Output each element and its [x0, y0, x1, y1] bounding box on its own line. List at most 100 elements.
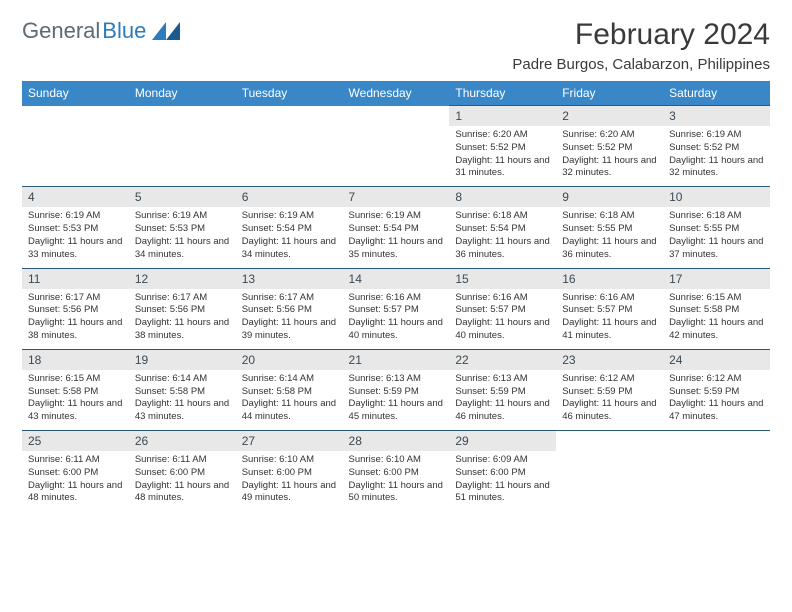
sunset-text: Sunset: 5:57 PM [455, 304, 550, 317]
calendar-day-cell: 10Sunrise: 6:18 AMSunset: 5:55 PMDayligh… [663, 187, 770, 268]
sunset-text: Sunset: 5:56 PM [242, 304, 337, 317]
calendar-day-cell: 2Sunrise: 6:20 AMSunset: 5:52 PMDaylight… [556, 106, 663, 187]
daylight-text: Daylight: 11 hours and 36 minutes. [455, 236, 550, 262]
day-details: Sunrise: 6:12 AMSunset: 5:59 PMDaylight:… [556, 370, 663, 430]
sunrise-text: Sunrise: 6:18 AM [669, 210, 764, 223]
day-details: Sunrise: 6:19 AMSunset: 5:54 PMDaylight:… [236, 207, 343, 267]
calendar-day-cell: 9Sunrise: 6:18 AMSunset: 5:55 PMDaylight… [556, 187, 663, 268]
sunset-text: Sunset: 6:00 PM [135, 467, 230, 480]
sunrise-text: Sunrise: 6:20 AM [455, 129, 550, 142]
day-details: Sunrise: 6:19 AMSunset: 5:52 PMDaylight:… [663, 126, 770, 186]
sunset-text: Sunset: 5:55 PM [562, 223, 657, 236]
calendar-day-cell: 18Sunrise: 6:15 AMSunset: 5:58 PMDayligh… [22, 349, 129, 430]
daylight-text: Daylight: 11 hours and 40 minutes. [349, 317, 444, 343]
calendar-week-row: 11Sunrise: 6:17 AMSunset: 5:56 PMDayligh… [22, 268, 770, 349]
day-details: Sunrise: 6:12 AMSunset: 5:59 PMDaylight:… [663, 370, 770, 430]
daylight-text: Daylight: 11 hours and 39 minutes. [242, 317, 337, 343]
sunset-text: Sunset: 5:56 PM [28, 304, 123, 317]
day-number: 11 [22, 269, 129, 289]
calendar-day-cell [343, 106, 450, 187]
sunset-text: Sunset: 5:57 PM [562, 304, 657, 317]
sunrise-text: Sunrise: 6:17 AM [135, 292, 230, 305]
sunrise-text: Sunrise: 6:19 AM [242, 210, 337, 223]
sunset-text: Sunset: 5:52 PM [455, 142, 550, 155]
day-number: 26 [129, 431, 236, 451]
day-details: Sunrise: 6:19 AMSunset: 5:54 PMDaylight:… [343, 207, 450, 267]
daylight-text: Daylight: 11 hours and 47 minutes. [669, 398, 764, 424]
day-details: Sunrise: 6:20 AMSunset: 5:52 PMDaylight:… [556, 126, 663, 186]
calendar-week-row: 18Sunrise: 6:15 AMSunset: 5:58 PMDayligh… [22, 349, 770, 430]
sunrise-text: Sunrise: 6:18 AM [455, 210, 550, 223]
sunset-text: Sunset: 6:00 PM [455, 467, 550, 480]
day-number: 19 [129, 350, 236, 370]
sunset-text: Sunset: 5:57 PM [349, 304, 444, 317]
calendar-day-cell: 13Sunrise: 6:17 AMSunset: 5:56 PMDayligh… [236, 268, 343, 349]
weekday-header: Friday [556, 81, 663, 106]
calendar-day-cell: 29Sunrise: 6:09 AMSunset: 6:00 PMDayligh… [449, 431, 556, 512]
sunrise-text: Sunrise: 6:19 AM [349, 210, 444, 223]
sunset-text: Sunset: 5:59 PM [562, 386, 657, 399]
day-details: Sunrise: 6:14 AMSunset: 5:58 PMDaylight:… [129, 370, 236, 430]
sunrise-text: Sunrise: 6:19 AM [669, 129, 764, 142]
day-number: 6 [236, 187, 343, 207]
calendar-day-cell: 23Sunrise: 6:12 AMSunset: 5:59 PMDayligh… [556, 349, 663, 430]
day-number: 14 [343, 269, 450, 289]
sunset-text: Sunset: 5:58 PM [28, 386, 123, 399]
sunrise-text: Sunrise: 6:16 AM [562, 292, 657, 305]
weekday-header: Saturday [663, 81, 770, 106]
calendar-day-cell: 20Sunrise: 6:14 AMSunset: 5:58 PMDayligh… [236, 349, 343, 430]
calendar-day-cell: 11Sunrise: 6:17 AMSunset: 5:56 PMDayligh… [22, 268, 129, 349]
sunset-text: Sunset: 5:53 PM [135, 223, 230, 236]
sunset-text: Sunset: 5:52 PM [562, 142, 657, 155]
calendar-day-cell [663, 431, 770, 512]
daylight-text: Daylight: 11 hours and 37 minutes. [669, 236, 764, 262]
day-number: 8 [449, 187, 556, 207]
sunrise-text: Sunrise: 6:14 AM [135, 373, 230, 386]
calendar-day-cell: 15Sunrise: 6:16 AMSunset: 5:57 PMDayligh… [449, 268, 556, 349]
day-number: 20 [236, 350, 343, 370]
sunrise-text: Sunrise: 6:10 AM [242, 454, 337, 467]
calendar-day-cell [556, 431, 663, 512]
sunset-text: Sunset: 6:00 PM [28, 467, 123, 480]
sunrise-text: Sunrise: 6:20 AM [562, 129, 657, 142]
day-details: Sunrise: 6:15 AMSunset: 5:58 PMDaylight:… [22, 370, 129, 430]
brand-part2: Blue [102, 18, 146, 44]
sunrise-text: Sunrise: 6:12 AM [669, 373, 764, 386]
day-details: Sunrise: 6:17 AMSunset: 5:56 PMDaylight:… [22, 289, 129, 349]
sunrise-text: Sunrise: 6:13 AM [455, 373, 550, 386]
day-number: 21 [343, 350, 450, 370]
daylight-text: Daylight: 11 hours and 31 minutes. [455, 155, 550, 181]
day-number: 24 [663, 350, 770, 370]
day-details: Sunrise: 6:10 AMSunset: 6:00 PMDaylight:… [236, 451, 343, 511]
calendar-day-cell: 24Sunrise: 6:12 AMSunset: 5:59 PMDayligh… [663, 349, 770, 430]
daylight-text: Daylight: 11 hours and 50 minutes. [349, 480, 444, 506]
calendar-table: Sunday Monday Tuesday Wednesday Thursday… [22, 81, 770, 511]
day-number: 17 [663, 269, 770, 289]
day-details: Sunrise: 6:20 AMSunset: 5:52 PMDaylight:… [449, 126, 556, 186]
daylight-text: Daylight: 11 hours and 43 minutes. [135, 398, 230, 424]
sunrise-text: Sunrise: 6:12 AM [562, 373, 657, 386]
sunrise-text: Sunrise: 6:11 AM [28, 454, 123, 467]
sunrise-text: Sunrise: 6:17 AM [242, 292, 337, 305]
location-subtitle: Padre Burgos, Calabarzon, Philippines [512, 56, 770, 73]
calendar-day-cell: 19Sunrise: 6:14 AMSunset: 5:58 PMDayligh… [129, 349, 236, 430]
daylight-text: Daylight: 11 hours and 32 minutes. [562, 155, 657, 181]
day-details: Sunrise: 6:16 AMSunset: 5:57 PMDaylight:… [449, 289, 556, 349]
sunrise-text: Sunrise: 6:09 AM [455, 454, 550, 467]
sunset-text: Sunset: 5:58 PM [135, 386, 230, 399]
calendar-day-cell: 14Sunrise: 6:16 AMSunset: 5:57 PMDayligh… [343, 268, 450, 349]
calendar-day-cell: 4Sunrise: 6:19 AMSunset: 5:53 PMDaylight… [22, 187, 129, 268]
sunset-text: Sunset: 5:55 PM [669, 223, 764, 236]
daylight-text: Daylight: 11 hours and 49 minutes. [242, 480, 337, 506]
daylight-text: Daylight: 11 hours and 43 minutes. [28, 398, 123, 424]
day-details: Sunrise: 6:19 AMSunset: 5:53 PMDaylight:… [22, 207, 129, 267]
calendar-day-cell: 27Sunrise: 6:10 AMSunset: 6:00 PMDayligh… [236, 431, 343, 512]
day-number: 18 [22, 350, 129, 370]
day-details: Sunrise: 6:10 AMSunset: 6:00 PMDaylight:… [343, 451, 450, 511]
calendar-day-cell: 22Sunrise: 6:13 AMSunset: 5:59 PMDayligh… [449, 349, 556, 430]
day-details: Sunrise: 6:19 AMSunset: 5:53 PMDaylight:… [129, 207, 236, 267]
sunset-text: Sunset: 5:53 PM [28, 223, 123, 236]
calendar-day-cell: 5Sunrise: 6:19 AMSunset: 5:53 PMDaylight… [129, 187, 236, 268]
weekday-header: Tuesday [236, 81, 343, 106]
daylight-text: Daylight: 11 hours and 42 minutes. [669, 317, 764, 343]
